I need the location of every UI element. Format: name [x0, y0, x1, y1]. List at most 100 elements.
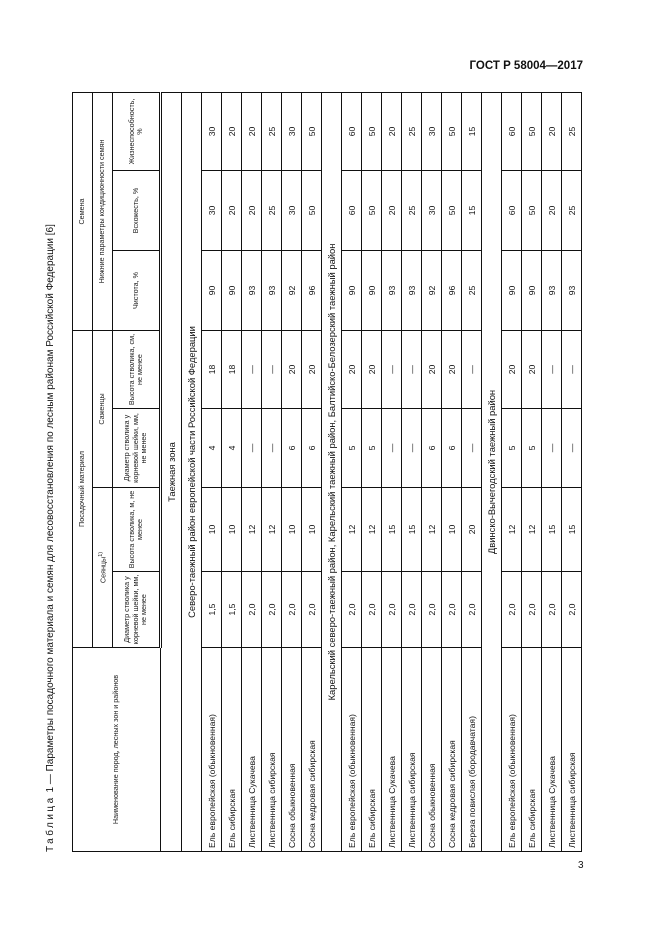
germination-cell: 30 — [281, 170, 302, 251]
table-row: Лиственница Сукачева 2,0 15— —93 20 20 — [541, 92, 562, 852]
sapling-diameter-cell: — — [541, 408, 562, 488]
sapling-diameter-cell: 4 — [201, 408, 222, 488]
header-sapling-diameter: Диаметр стволика у корневой шейки, мм, н… — [112, 408, 161, 488]
table-row: Береза повислая (бородавчатая) 2,0 20— —25 1… — [461, 92, 482, 852]
species-name-cell: Ель европейская (обыкновенная) — [501, 647, 522, 852]
viability-cell: 50 — [441, 92, 462, 171]
viability-cell: 25 — [401, 92, 422, 171]
viability-cell: 60 — [341, 92, 362, 171]
region-row: Северо-таежный район европейской части Р… — [181, 92, 202, 852]
seedling-height-cell: 12 — [241, 487, 262, 572]
table-row: Сосна обыкновенная 2,0 12 6 20 92 30 30 — [421, 92, 442, 852]
seedling-diameter-cell: 1,5 — [201, 571, 222, 648]
seedling-height-cell: 10 — [441, 487, 462, 572]
sapling-height-cell: 20 — [521, 330, 542, 409]
footnote-ref: 1) — [98, 551, 105, 557]
viability-cell: 30 — [281, 92, 302, 171]
header-seed-params: Нижние параметры кондиционности семян — [92, 92, 113, 331]
viability-cell: 50 — [361, 92, 382, 171]
table-row: Лиственница сибирская 2,0 15— —93 25 25 — [561, 92, 582, 852]
seedling-height-cell: 15 — [381, 487, 402, 572]
header-seedling-height: Высота стволика, м, не менее — [112, 487, 161, 572]
purity-cell: 90 — [341, 250, 362, 331]
germination-cell: 25 — [561, 170, 582, 251]
purity-cell: 93 — [541, 250, 562, 331]
table-row: Сосна кедровая сибирская 2,0 10 6 20 96 50 50 — [301, 92, 322, 852]
seedling-diameter-cell: 2,0 — [361, 571, 382, 648]
viability-cell: 15 — [461, 92, 482, 171]
table-row: Ель сибирская 1,5 10 4 18 90 20 20 — [221, 92, 242, 852]
sapling-diameter-cell: — — [561, 408, 582, 488]
seedling-height-cell: 12 — [361, 487, 382, 572]
seedling-diameter-cell: 2,0 — [381, 571, 402, 648]
viability-cell: 25 — [261, 92, 282, 171]
header-germination: Всхожесть, % — [112, 170, 161, 251]
viability-cell: 30 — [201, 92, 222, 171]
purity-cell: 90 — [361, 250, 382, 331]
region-title: Северо-таежный район европейской части Р… — [181, 92, 202, 852]
germination-cell: 50 — [361, 170, 382, 251]
germination-cell: 15 — [461, 170, 482, 251]
sapling-height-cell: 20 — [421, 330, 442, 409]
seedling-height-cell: 10 — [201, 487, 222, 572]
germination-cell: 30 — [421, 170, 442, 251]
table-row: Ель европейская (обыкновенная) 1,5 10 4 18 90… — [201, 92, 222, 852]
germination-cell: 25 — [261, 170, 282, 251]
seedling-height-cell: 15 — [401, 487, 422, 572]
purity-cell: 93 — [261, 250, 282, 331]
table-caption: Таблица 1 — Параметры посадочного матери… — [42, 93, 72, 852]
germination-cell: 50 — [301, 170, 322, 251]
seedling-height-cell: 15 — [541, 487, 562, 572]
germination-cell: 50 — [521, 170, 542, 251]
germination-cell: 25 — [401, 170, 422, 251]
sapling-height-cell: 18 — [221, 330, 242, 409]
table-row: Ель сибирская 2,0 12 5 20 90 50 50 — [521, 92, 542, 852]
germination-cell: 50 — [441, 170, 462, 251]
purity-cell: 93 — [561, 250, 582, 331]
region-row: Двинско-Вычегодский таежный район — [481, 92, 502, 852]
sapling-diameter-cell: — — [261, 408, 282, 488]
sapling-height-cell: 20 — [501, 330, 522, 409]
purity-cell: 92 — [421, 250, 442, 331]
seedling-diameter-cell: 2,0 — [561, 571, 582, 648]
species-name-cell: Лиственница Сукачева — [241, 647, 262, 852]
seedling-height-cell: 10 — [301, 487, 322, 572]
sapling-height-cell: — — [241, 330, 262, 409]
seedling-height-cell: 12 — [261, 487, 282, 572]
sapling-height-cell: — — [381, 330, 402, 409]
purity-cell: 96 — [301, 250, 322, 331]
germination-cell: 20 — [381, 170, 402, 251]
table-row: Ель сибирская 2,0 12 5 20 90 50 50 — [361, 92, 382, 852]
header-sapling-height: Высота стволика, см, не менее — [112, 330, 161, 409]
seedling-diameter-cell: 2,0 — [341, 571, 362, 648]
species-name-cell: Лиственница сибирская — [561, 647, 582, 852]
germination-cell: 20 — [241, 170, 262, 251]
header-purity: Чистота, % — [112, 250, 161, 331]
viability-cell: 20 — [241, 92, 262, 171]
purity-cell: 93 — [381, 250, 402, 331]
seedling-height-cell: 10 — [221, 487, 242, 572]
table-row: Сосна кедровая сибирская 2,0 10 6 20 96 50 50 — [441, 92, 462, 852]
seedling-diameter-cell: 2,0 — [521, 571, 542, 648]
viability-cell: 20 — [221, 92, 242, 171]
seedling-height-cell: 12 — [521, 487, 542, 572]
purity-cell: 96 — [441, 250, 462, 331]
header-seeds: Семена — [72, 92, 93, 331]
species-name-cell: Сосна кедровая сибирская — [301, 647, 322, 852]
purity-cell: 25 — [461, 250, 482, 331]
species-name-cell: Сосна кедровая сибирская — [441, 647, 462, 852]
seedling-diameter-cell: 1,5 — [221, 571, 242, 648]
header-seedlings: Сеянцы1) — [92, 487, 113, 648]
header-name-col: Наименование пород, лесных зон и районов — [72, 647, 161, 852]
germination-cell: 20 — [541, 170, 562, 251]
rotated-table-block: Таблица 1 — Параметры посадочного матери… — [42, 92, 582, 852]
sapling-height-cell: — — [261, 330, 282, 409]
header-seedlings-label: Сеянцы — [98, 556, 108, 584]
sapling-diameter-cell: 6 — [281, 408, 302, 488]
header-row-1: Наименование пород, лесных зон и районов… — [72, 92, 161, 852]
region-row: Карельский северо-таежный район, Карельс… — [321, 92, 342, 852]
page-number: 3 — [578, 860, 584, 871]
seedling-height-cell: 15 — [561, 487, 582, 572]
species-name-cell: Лиственница Сукачева — [381, 647, 402, 852]
species-name-cell: Лиственница сибирская — [261, 647, 282, 852]
